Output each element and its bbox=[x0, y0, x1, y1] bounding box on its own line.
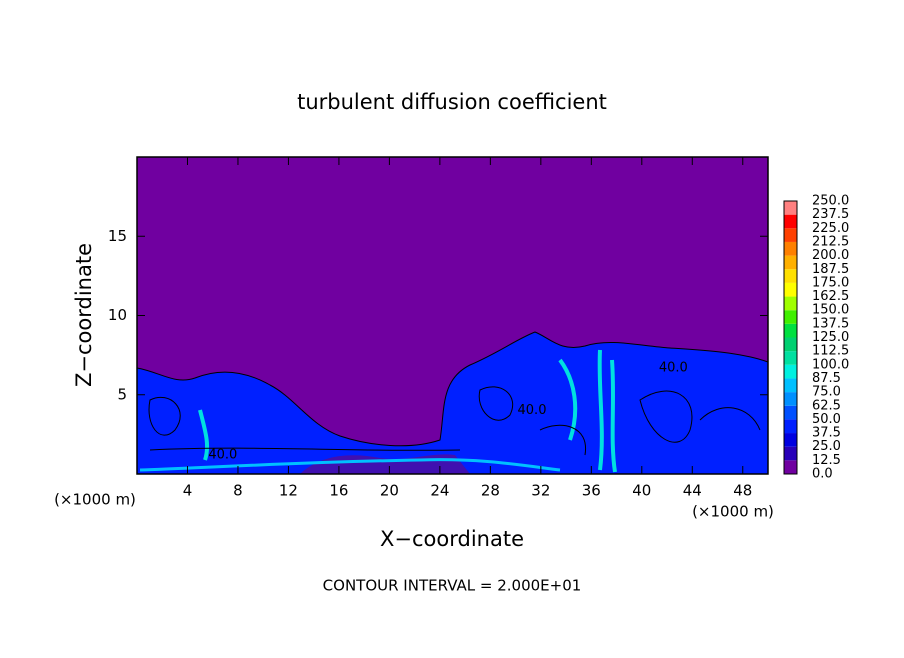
colorbar-label: 0.0 bbox=[812, 467, 833, 482]
colorbar-band bbox=[784, 296, 797, 311]
colorbar-label: 25.0 bbox=[812, 439, 841, 454]
colorbar-band bbox=[784, 323, 797, 338]
y-tick-label: 10 bbox=[108, 306, 127, 324]
x-tick-label: 36 bbox=[582, 482, 601, 500]
colorbar-frame bbox=[783, 200, 798, 475]
contour-line bbox=[148, 386, 761, 456]
colorbar-label: 75.0 bbox=[812, 385, 841, 400]
colorbar-label: 125.0 bbox=[812, 330, 849, 345]
plot-area bbox=[136, 156, 769, 475]
colorbar-label: 250.0 bbox=[812, 194, 849, 209]
colorbar-label: 162.5 bbox=[812, 289, 849, 304]
colorbar-label: 187.5 bbox=[812, 262, 849, 277]
x-tick-label: 12 bbox=[279, 482, 298, 500]
x-axis-label: X−coordinate bbox=[380, 527, 524, 551]
colorbar-label: 62.5 bbox=[812, 398, 841, 413]
colorbar-band bbox=[784, 405, 797, 420]
colorbar-label: 37.5 bbox=[812, 426, 841, 441]
x-tick-label: 16 bbox=[329, 482, 348, 500]
y-tick-label: 15 bbox=[108, 227, 127, 245]
x-tick-label: 24 bbox=[430, 482, 449, 500]
colorbar-band bbox=[784, 310, 797, 324]
y-axis-label: Z−coordinate bbox=[72, 243, 96, 387]
colorbar-band bbox=[784, 392, 797, 406]
colorbar-band bbox=[784, 364, 797, 379]
contour-label: 40.0 bbox=[518, 403, 547, 418]
colorbar-band bbox=[784, 351, 797, 365]
colorbar-band bbox=[784, 214, 797, 229]
x-unit: (×1000 m) bbox=[692, 503, 774, 521]
field-streak bbox=[198, 349, 617, 473]
colorbar-band bbox=[784, 241, 797, 256]
x-tick-label: 44 bbox=[683, 482, 702, 500]
x-tick-label: 28 bbox=[481, 482, 500, 500]
colorbar-band bbox=[784, 433, 797, 447]
x-tick-label: 20 bbox=[380, 482, 399, 500]
x-unit: (×1000 m) bbox=[54, 491, 136, 509]
colorbar-label: 12.5 bbox=[812, 453, 841, 468]
colorbar-label: 87.5 bbox=[812, 371, 841, 386]
colorbar-band bbox=[784, 460, 797, 474]
colorbar-band bbox=[784, 282, 797, 297]
colorbar-label: 150.0 bbox=[812, 303, 849, 318]
colorbar-band bbox=[784, 337, 797, 352]
contour-label: 40.0 bbox=[659, 360, 688, 375]
contour-label: 40.0 bbox=[208, 447, 237, 462]
colorbar-label: 112.5 bbox=[812, 344, 849, 359]
colorbar-label: 225.0 bbox=[812, 221, 849, 236]
x-tick-label: 48 bbox=[733, 482, 752, 500]
y-tick-label: 5 bbox=[117, 385, 127, 403]
contour-line bbox=[136, 331, 769, 447]
colorbar-label: 100.0 bbox=[812, 357, 849, 372]
colorbar-band bbox=[784, 201, 797, 215]
field-region bbox=[137, 332, 768, 474]
colorbar-label: 137.5 bbox=[812, 316, 849, 331]
colorbar-label: 50.0 bbox=[812, 412, 841, 427]
colorbar-label: 175.0 bbox=[812, 275, 849, 290]
colorbar-label: 212.5 bbox=[812, 234, 849, 249]
colorbar-band bbox=[784, 378, 797, 393]
x-tick-label: 40 bbox=[632, 482, 651, 500]
colorbar-band bbox=[784, 269, 797, 283]
chart-title: turbulent diffusion coefficient bbox=[297, 90, 607, 114]
x-tick-label: 4 bbox=[183, 482, 193, 500]
x-tick-label: 32 bbox=[531, 482, 550, 500]
colorbar-band bbox=[784, 446, 797, 461]
x-tick-label: 8 bbox=[233, 482, 243, 500]
colorbar-band bbox=[784, 228, 797, 242]
colorbar-label: 237.5 bbox=[812, 207, 849, 222]
footer-note: CONTOUR INTERVAL = 2.000E+01 bbox=[323, 577, 582, 595]
field-streak bbox=[139, 458, 561, 472]
colorbar-band bbox=[784, 419, 797, 434]
colorbar-label: 200.0 bbox=[812, 248, 849, 263]
colorbar-band bbox=[784, 255, 797, 270]
